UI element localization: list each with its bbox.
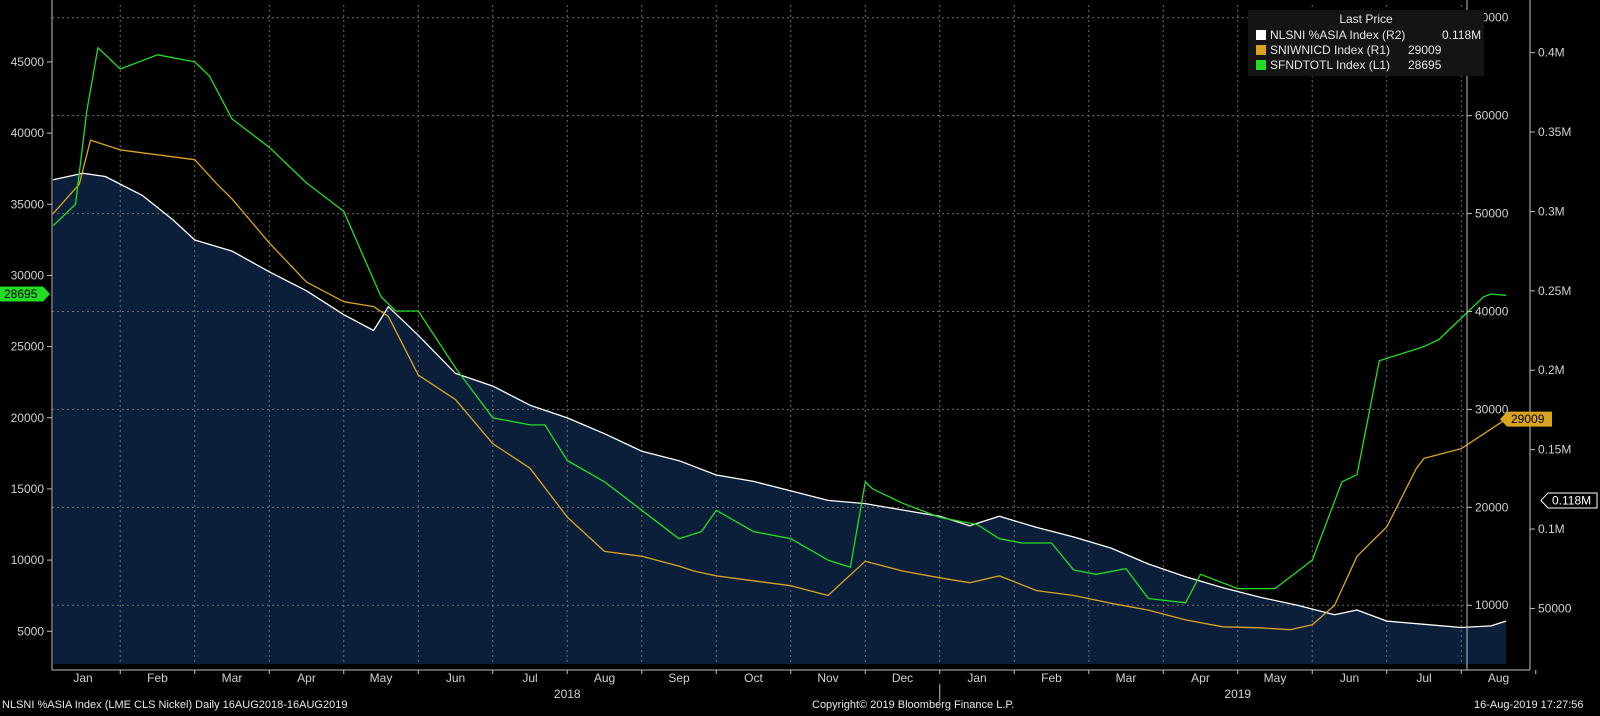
tick-label-r1: 40000 xyxy=(1475,304,1509,318)
legend-value-sniwnicd: 29009 xyxy=(1408,43,1442,57)
tick-label-r1: 20000 xyxy=(1475,500,1509,514)
tick-label-month: Aug xyxy=(594,671,615,685)
tick-label-month: Jun xyxy=(446,671,465,685)
series-area-nlsni xyxy=(53,173,1507,665)
tick-label-l1: 30000 xyxy=(11,268,45,282)
series-line-sniwnicd xyxy=(52,139,1507,631)
tick-label-r2: 0.1M xyxy=(1538,522,1565,536)
legend-name-sfndtotl: SFNDTOTL Index (L1) xyxy=(1270,58,1391,72)
tick-label-r1: 30000 xyxy=(1475,402,1509,416)
tick-label-l1: 40000 xyxy=(11,126,45,140)
tick-label-month: Feb xyxy=(147,671,168,685)
legend-swatch-nlsni xyxy=(1256,30,1266,40)
tick-label-l1: 5000 xyxy=(17,624,44,638)
tick-label-month: May xyxy=(370,671,393,685)
legend-name-nlsni: NLSNI %ASIA Index (R2) xyxy=(1270,28,1406,42)
legend-value-nlsni: 0.118M xyxy=(1442,28,1482,42)
tick-label-month: Apr xyxy=(1191,671,1210,685)
value-tag-r2: 0.118M xyxy=(1552,493,1591,507)
tick-label-month: Jun xyxy=(1340,671,1359,685)
legend: Last Price NLSNI %ASIA Index (R2) 0.118M… xyxy=(1248,10,1484,76)
tick-label-month: Mar xyxy=(1116,671,1137,685)
tick-label-r1: 50000 xyxy=(1475,207,1509,221)
tick-label-month: Jul xyxy=(522,671,537,685)
tick-label-month: May xyxy=(1264,671,1287,685)
area-layer xyxy=(53,173,1507,665)
tick-label-month: Jul xyxy=(1416,671,1431,685)
label-layer: 28695 29009 0.118M xyxy=(0,286,1598,509)
tick-label-year: 2018 xyxy=(554,687,581,701)
tick-label-month: Aug xyxy=(1488,671,1509,685)
grid-layer xyxy=(52,5,1467,664)
tick-label-r2: 0.4M xyxy=(1538,46,1565,60)
value-tag-r1-bg xyxy=(1500,411,1552,427)
footer-security: NLSNI %ASIA Index (LME CLS Nickel) Daily… xyxy=(2,699,348,711)
tick-label-r2: 0.25M xyxy=(1538,284,1571,298)
tick-label-l1: 20000 xyxy=(11,411,45,425)
tick-label-l1: 35000 xyxy=(11,197,45,211)
footer-copyright: Copyright© 2019 Bloomberg Finance L.P. xyxy=(812,699,1015,711)
tick-label-month: Mar xyxy=(222,671,243,685)
axis-layer: 5000 10000 15000 20000 25000 30000 35000 40000 4… xyxy=(11,0,1572,702)
legend-value-sfndtotl: 28695 xyxy=(1408,58,1442,72)
tick-label-r2: 50000 xyxy=(1538,601,1572,615)
tick-label-l1: 10000 xyxy=(11,553,45,567)
tick-label-r1: 10000 xyxy=(1475,598,1509,612)
tick-label-month: Jan xyxy=(73,671,92,685)
legend-name-sniwnicd: SNIWNICD Index (R1) xyxy=(1270,43,1391,57)
line-layer xyxy=(52,47,1507,631)
tick-label-month: Nov xyxy=(817,671,838,685)
series-line-sfndtotl xyxy=(52,47,1507,604)
tick-label-month: Sep xyxy=(668,671,690,685)
tick-label-l1: 25000 xyxy=(11,340,45,354)
value-tag-r2-bg xyxy=(1540,492,1598,509)
tick-label-month: Jan xyxy=(967,671,986,685)
value-tag-r1: 29009 xyxy=(1511,412,1545,426)
tick-label-l1: 15000 xyxy=(11,482,45,496)
tick-label-r2: 0.35M xyxy=(1538,125,1571,139)
legend-row-nlsni[interactable]: NLSNI %ASIA Index (R2) 0.118M xyxy=(1256,28,1484,43)
value-tag-l1-bg xyxy=(0,286,50,302)
value-tag-l1: 28695 xyxy=(4,287,38,301)
tick-label-month: Feb xyxy=(1041,671,1062,685)
series-line-nlsni xyxy=(53,172,1507,629)
tick-label-month: Oct xyxy=(744,671,763,685)
tick-label-month: Apr xyxy=(297,671,316,685)
legend-swatch-sfndtotl xyxy=(1256,60,1266,70)
tick-label-r2: 0.3M xyxy=(1538,204,1565,218)
legend-row-sniwnicd[interactable]: SNIWNICD Index (R1) 29009 xyxy=(1256,43,1484,58)
tick-label-r2: 0.15M xyxy=(1538,443,1571,457)
tick-label-year: 2019 xyxy=(1224,687,1251,701)
legend-title: Last Price xyxy=(1339,12,1393,26)
tick-label-r2: 0.2M xyxy=(1538,363,1565,377)
tick-label-l1: 45000 xyxy=(11,55,45,69)
legend-row-sfndtotl[interactable]: SFNDTOTL Index (L1) 28695 xyxy=(1256,58,1484,73)
footer-timestamp: 16-Aug-2019 17:27:56 xyxy=(1474,699,1584,711)
tick-label-month: Dec xyxy=(892,671,913,685)
tick-label-r1: 60000 xyxy=(1475,109,1509,123)
legend-swatch-sniwnicd xyxy=(1256,45,1266,55)
